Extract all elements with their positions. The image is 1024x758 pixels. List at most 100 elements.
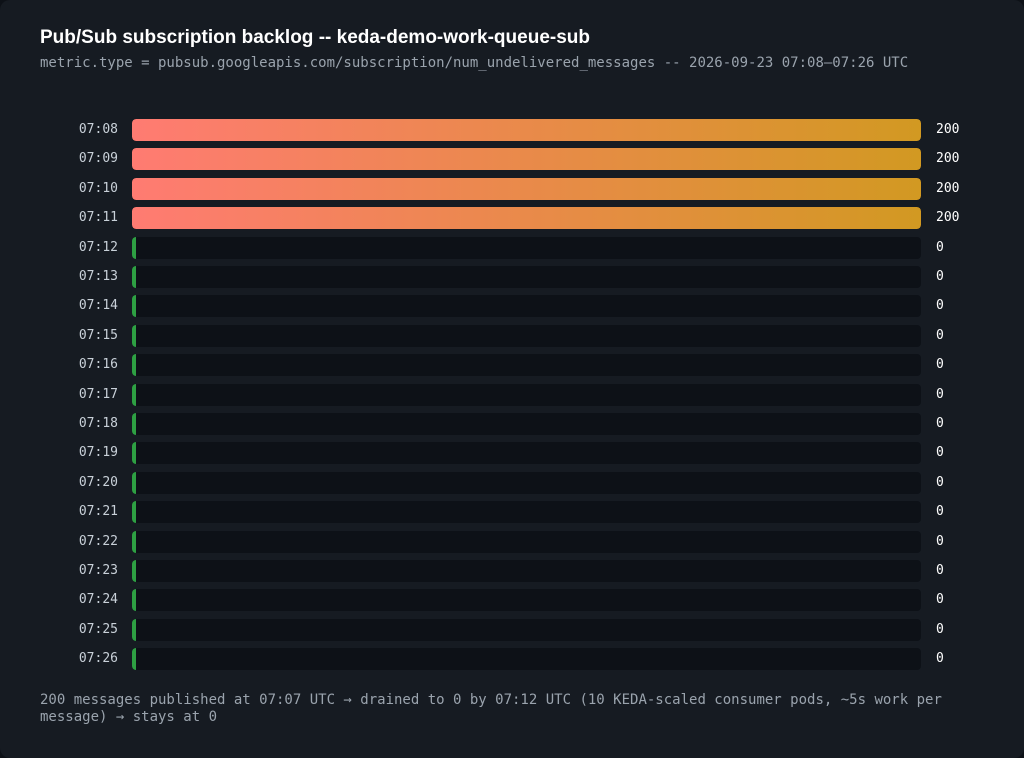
value-label: 0 (936, 563, 944, 578)
bar-track (132, 383, 921, 406)
bar-row: 07:18 0 (0, 412, 1024, 436)
value-label: 0 (936, 386, 944, 402)
value-label: 0 (936, 533, 944, 549)
category-label: 07:18 (78, 416, 118, 431)
value-label: 0 (936, 298, 944, 314)
category-label: 07:26 (78, 651, 118, 667)
chart-title: Pub/Sub subscription backlog -- keda-dem… (40, 27, 590, 48)
zero-bar-marker (132, 648, 136, 671)
zero-bar-marker (132, 236, 136, 259)
bar-track (132, 589, 921, 612)
zero-bar-marker (132, 324, 136, 347)
category-label: 07:11 (78, 210, 118, 226)
zero-bar-marker (132, 266, 136, 288)
value-label: 200 (936, 180, 960, 196)
bar-row: 07:22 0 (0, 530, 1024, 554)
category-label: 07:21 (78, 504, 118, 520)
category-label: 07:10 (78, 180, 118, 196)
category-label: 07:16 (78, 357, 118, 373)
category-label: 07:25 (78, 621, 118, 637)
value-label: 0 (936, 445, 944, 461)
bar-row: 07:23 0 (0, 559, 1024, 583)
category-label: 07:09 (78, 151, 118, 167)
bar-row: 07:12 0 (0, 236, 1024, 260)
bar-track (132, 471, 921, 494)
bar-track (132, 501, 921, 524)
bar-row: 07:08 200 (0, 118, 1024, 142)
bar-track (132, 324, 921, 347)
bar-track (132, 413, 921, 435)
value-label: 0 (936, 504, 944, 520)
zero-bar-marker (132, 442, 136, 465)
bar-row: 07:15 0 (0, 324, 1024, 348)
bar-row: 07:24 0 (0, 588, 1024, 612)
bar-track (132, 236, 921, 259)
zero-bar-marker (132, 295, 136, 318)
zero-bar-marker (132, 383, 136, 406)
bar-track (132, 354, 921, 377)
bar-track (132, 177, 921, 200)
bar-track (132, 266, 921, 288)
chart-subtitle: metric.type = pubsub.googleapis.com/subs… (40, 55, 909, 71)
zero-bar-marker (132, 589, 136, 612)
category-label: 07:13 (78, 269, 118, 284)
bar-row: 07:14 0 (0, 294, 1024, 318)
value-label: 200 (936, 122, 960, 137)
bar-row: 07:25 0 (0, 618, 1024, 642)
value-label: 0 (936, 239, 944, 255)
zero-bar-marker (132, 413, 136, 435)
bar-track (132, 618, 921, 641)
bar-row: 07:19 0 (0, 441, 1024, 465)
bar-track (132, 295, 921, 318)
bar-row: 07:10 200 (0, 177, 1024, 201)
bar-track (132, 560, 921, 582)
value-label: 0 (936, 592, 944, 608)
bar-track (132, 148, 921, 171)
backlog-bar (132, 119, 921, 141)
category-label: 07:23 (78, 563, 118, 578)
category-label: 07:15 (78, 327, 118, 343)
value-label: 0 (936, 327, 944, 343)
value-label: 0 (936, 416, 944, 431)
category-label: 07:08 (78, 122, 118, 137)
value-label: 0 (936, 269, 944, 284)
category-label: 07:19 (78, 445, 118, 461)
bar-chart: 07:08 200 07:09 200 07:10 200 07:11 200 07:12 0 07… (0, 118, 1024, 674)
value-label: 0 (936, 474, 944, 490)
bar-row: 07:13 0 (0, 265, 1024, 289)
backlog-bar (132, 177, 921, 200)
chart-caption: 200 messages published at 07:07 UTC → dr… (40, 692, 942, 725)
category-label: 07:24 (78, 592, 118, 608)
bar-row: 07:21 0 (0, 500, 1024, 524)
bar-row: 07:09 200 (0, 147, 1024, 171)
bar-track (132, 648, 921, 671)
zero-bar-marker (132, 618, 136, 641)
backlog-bar (132, 148, 921, 171)
bar-row: 07:26 0 (0, 647, 1024, 671)
bar-track (132, 119, 921, 141)
bar-row: 07:11 200 (0, 206, 1024, 230)
zero-bar-marker (132, 471, 136, 494)
bar-track (132, 530, 921, 553)
category-label: 07:17 (78, 386, 118, 402)
zero-bar-marker (132, 354, 136, 377)
bar-row: 07:17 0 (0, 383, 1024, 407)
zero-bar-marker (132, 530, 136, 553)
bar-track (132, 442, 921, 465)
zero-bar-marker (132, 501, 136, 524)
category-label: 07:12 (78, 239, 118, 255)
value-label: 0 (936, 621, 944, 637)
bar-row: 07:16 0 (0, 353, 1024, 377)
zero-bar-marker (132, 560, 136, 582)
category-label: 07:22 (78, 533, 118, 549)
value-label: 0 (936, 651, 944, 667)
value-label: 200 (936, 210, 960, 226)
value-label: 0 (936, 357, 944, 373)
bar-row: 07:20 0 (0, 471, 1024, 495)
bar-track (132, 207, 921, 230)
value-label: 200 (936, 151, 960, 167)
category-label: 07:20 (78, 474, 118, 490)
category-label: 07:14 (78, 298, 118, 314)
backlog-bar (132, 207, 921, 230)
